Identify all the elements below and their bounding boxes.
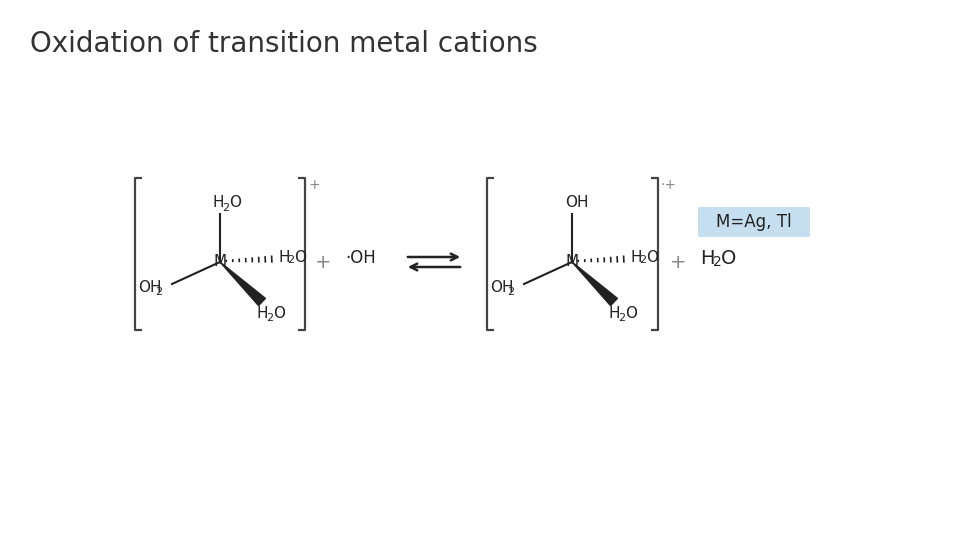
Text: O: O xyxy=(273,307,285,321)
Text: O: O xyxy=(294,249,306,265)
Polygon shape xyxy=(572,262,617,306)
Text: 2: 2 xyxy=(507,287,515,297)
Text: H: H xyxy=(630,249,641,265)
Text: H: H xyxy=(278,249,290,265)
Text: H: H xyxy=(609,307,620,321)
Text: H: H xyxy=(257,307,269,321)
Text: 2: 2 xyxy=(287,255,294,265)
Text: O: O xyxy=(229,195,241,210)
Text: 2: 2 xyxy=(618,313,625,323)
Text: OH: OH xyxy=(138,280,161,294)
Text: ·OH: ·OH xyxy=(345,249,375,267)
Text: +: + xyxy=(670,253,686,272)
Polygon shape xyxy=(220,262,266,306)
Text: H: H xyxy=(213,195,225,210)
Text: H: H xyxy=(700,248,714,267)
Text: 2: 2 xyxy=(639,255,646,265)
Text: M: M xyxy=(565,253,579,268)
Text: 2: 2 xyxy=(155,287,162,297)
Text: +: + xyxy=(315,253,331,272)
Text: +: + xyxy=(308,178,320,192)
Text: OH: OH xyxy=(565,195,588,210)
FancyBboxPatch shape xyxy=(698,207,810,237)
Text: O: O xyxy=(625,307,637,321)
Text: O: O xyxy=(646,249,658,265)
Text: ·+: ·+ xyxy=(660,178,676,192)
Text: O: O xyxy=(721,248,736,267)
Text: 2: 2 xyxy=(713,255,722,269)
Text: M: M xyxy=(213,253,227,268)
Text: 2: 2 xyxy=(266,313,274,323)
Text: OH: OH xyxy=(490,280,514,294)
Text: M=Ag, Tl: M=Ag, Tl xyxy=(716,213,792,231)
Text: Oxidation of transition metal cations: Oxidation of transition metal cations xyxy=(30,30,538,58)
Text: 2: 2 xyxy=(222,203,229,213)
